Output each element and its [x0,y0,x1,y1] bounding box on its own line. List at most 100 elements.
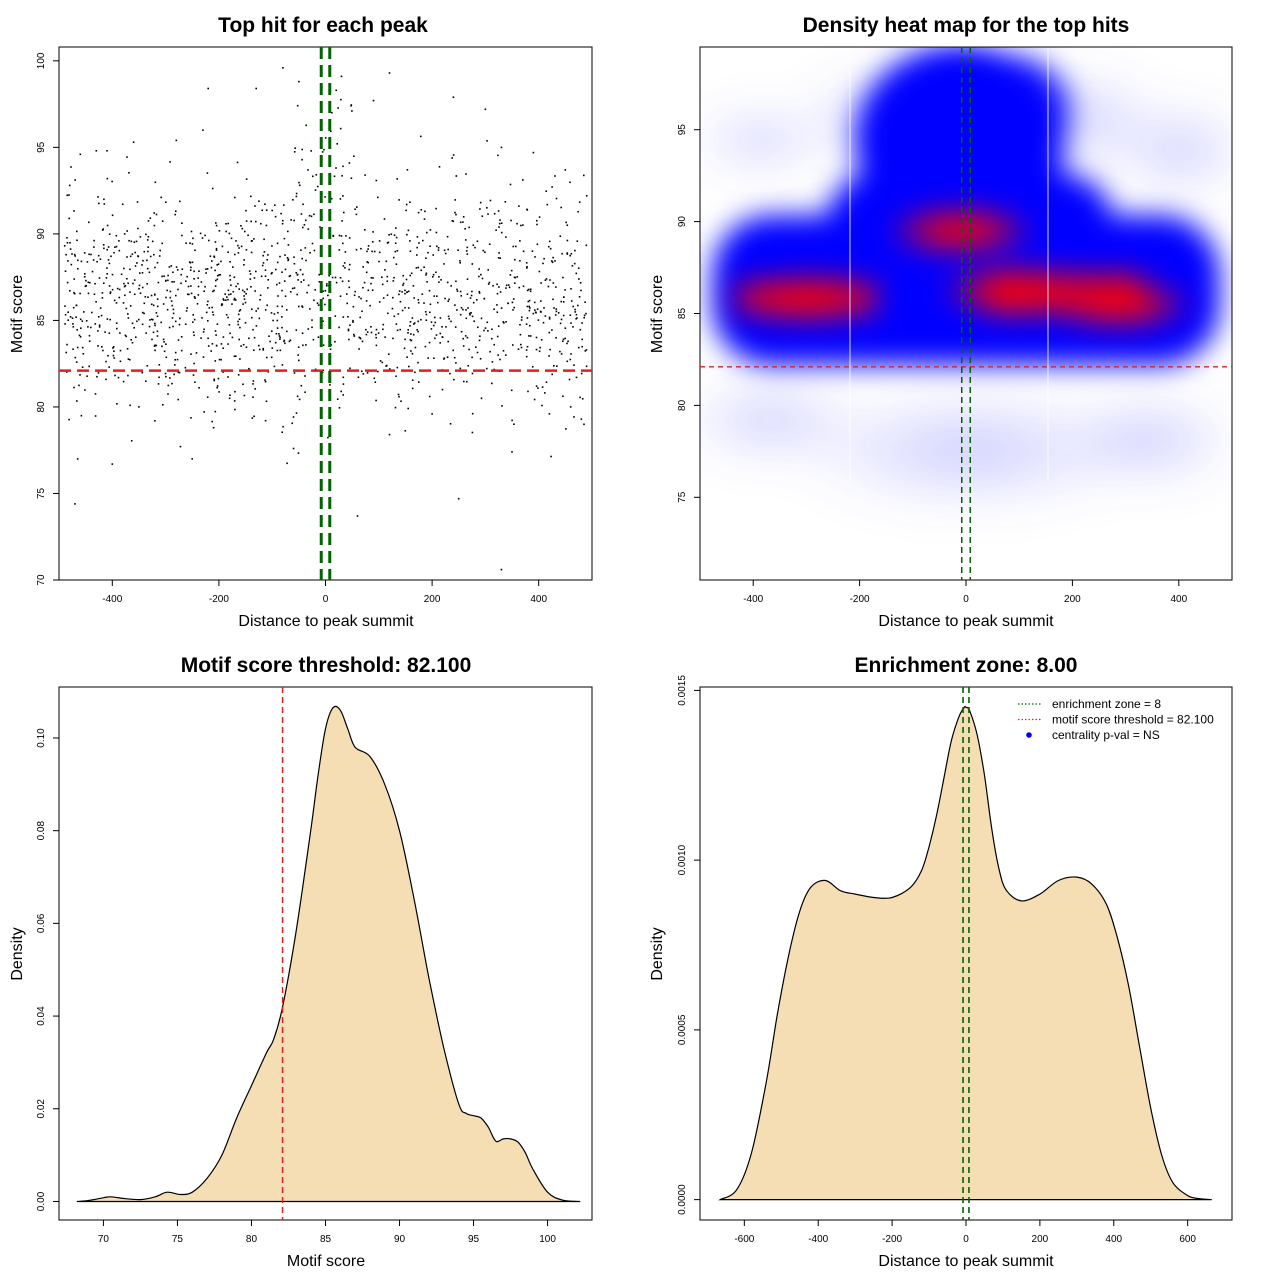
scatter-point [538,350,541,353]
scatter-point [203,411,205,413]
scatter-point [228,293,230,296]
x-tick-label: 400 [1105,1234,1122,1245]
scatter-point [377,196,379,199]
scatter-point [112,354,115,357]
scatter-point [76,400,78,402]
scatter-point [263,251,266,253]
scatter-point [259,298,261,301]
scatter-point [544,392,546,394]
scatter-point [250,286,252,288]
scatter-point [348,237,351,239]
scatter-point [255,270,257,273]
scatter-point [264,269,267,271]
scatter-point [108,233,111,235]
scatter-point [316,185,319,188]
scatter-point [106,224,109,227]
scatter-point [181,268,184,270]
x-tick-label: 200 [424,594,441,605]
scatter-point [190,266,192,269]
scatter-point [430,321,433,323]
scatter-point [175,294,177,297]
scatter-point [110,255,112,258]
scatter-point [150,303,153,306]
scatter-point [112,347,114,349]
scatter-point [498,286,500,288]
scatter-point [292,199,294,201]
scatter-point [119,332,121,334]
scatter-point [531,366,534,368]
x-tick-label: 0 [963,1234,969,1245]
scatter-point [484,251,486,253]
scatter-point [297,452,300,454]
scatter-point [155,213,158,216]
scatter-point [170,265,173,267]
scatter-point [107,259,110,261]
scatter-point [136,262,138,264]
scatter-point [385,364,388,367]
scatter-point [451,157,453,159]
scatter-point [355,248,358,251]
scatter-point [166,308,169,311]
scatter-point [176,358,179,361]
scatter-point [157,281,160,284]
scatter-point [107,246,110,248]
scatter-point [219,274,222,276]
scatter-point [527,288,530,291]
scatter-point [410,339,413,342]
scatter-point [471,356,473,359]
scatter-point [235,285,237,288]
scatter-point [430,328,433,330]
scatter-point [407,332,409,334]
scatter-point [486,207,488,209]
scatter-point [465,317,468,320]
scatter-point [372,231,374,233]
y-tick-label: 90 [677,216,688,228]
scatter-point [154,344,156,347]
scatter-point [557,312,560,314]
y-tick-label: 90 [36,228,47,240]
y-tick-label: 75 [677,491,688,503]
scatter-point [168,326,171,329]
scatter-point [546,203,549,206]
scatter-point [333,175,336,178]
scatter-point [66,343,68,346]
scatter-point [175,210,177,212]
scatter-point [395,375,397,377]
scatter-point [126,348,129,350]
scatter-point [187,285,190,288]
scatter-point [153,224,156,227]
scatter-point [291,422,293,425]
scatter-point [261,264,264,267]
scatter-point [294,147,296,149]
scatter-point [217,274,219,277]
scatter-point [248,337,250,340]
scatter-point [171,382,173,385]
scatter-point [334,340,336,343]
scatter-point [115,322,118,324]
scatter-point [406,356,408,358]
scatter-point [232,266,234,268]
scatter-point [413,297,415,299]
scatter-point [175,139,178,142]
scatter-point [193,270,195,273]
scatter-point [472,244,475,246]
scatter-point [207,337,209,340]
scatter-point [230,284,232,286]
scatter-point [355,213,358,216]
scatter-point [562,338,565,341]
scatter-point [548,355,550,357]
scatter-point [70,166,72,168]
scatter-point [146,267,149,270]
scatter-point [207,320,209,322]
scatter-point [572,305,574,308]
scatter-point [399,328,401,331]
scatter-point [466,293,469,295]
scatter-point [147,250,149,253]
scatter-point [301,306,304,308]
scatter-point [432,254,434,256]
scatter-point [298,80,300,83]
scatter-point [505,287,507,289]
scatter-point [76,239,78,242]
y-tick-label: 0.02 [36,1099,47,1119]
scatter-point [216,278,219,281]
